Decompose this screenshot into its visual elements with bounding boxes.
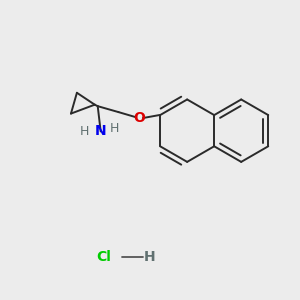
- Text: O: O: [134, 111, 145, 125]
- Text: H: H: [110, 122, 119, 135]
- Text: H: H: [80, 125, 89, 138]
- Text: H: H: [144, 250, 156, 264]
- Text: N: N: [95, 124, 106, 138]
- Text: Cl: Cl: [97, 250, 111, 264]
